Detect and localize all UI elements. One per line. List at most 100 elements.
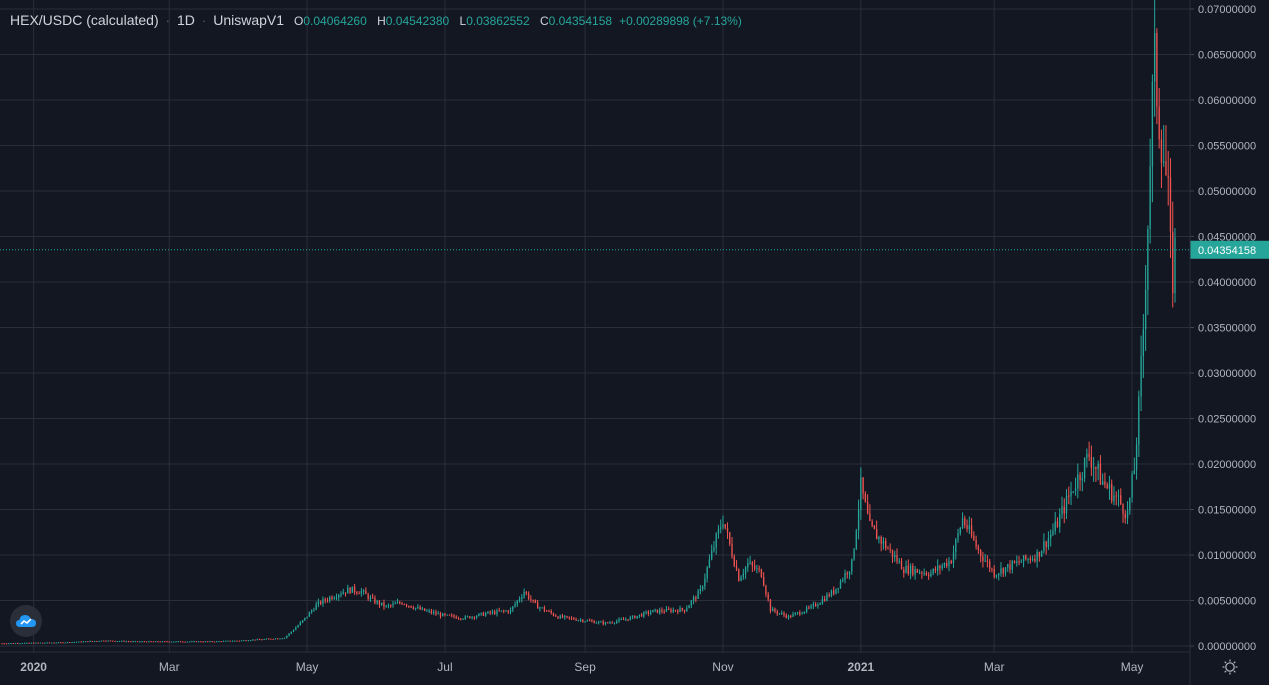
candle-up [1027, 557, 1029, 564]
candle-up [107, 640, 109, 642]
candle-body [39, 642, 42, 644]
candle-down [647, 610, 650, 617]
candle-up [387, 603, 390, 609]
candle-up [851, 558, 853, 575]
candle-body [263, 639, 265, 641]
price-axis[interactable]: 0.07000000 0.06500000 0.06000000 0.05500000… [1189, 0, 1256, 685]
candle-down [769, 598, 772, 614]
candle-body [123, 640, 125, 642]
candle-body [423, 608, 426, 611]
candle-down [378, 599, 381, 608]
candle-body [548, 611, 550, 613]
candle-body [573, 618, 575, 620]
candle-up [792, 611, 794, 618]
candle-body [64, 642, 66, 644]
candle-up [26, 642, 28, 644]
candle-body [706, 567, 708, 579]
candle-up [941, 563, 943, 571]
candle-body [955, 539, 957, 553]
candle-body [28, 642, 30, 644]
candle-down [157, 641, 159, 643]
candle-up [8, 643, 10, 645]
time-axis[interactable]: 2020 Mar May Jul Sep Nov 2021 Mar May [0, 651, 1190, 674]
candle-body [647, 611, 650, 614]
symbol-title[interactable]: HEX/USDC (calculated) [10, 12, 159, 28]
candle-up [559, 614, 561, 619]
candle-up [491, 609, 494, 615]
x-tick-label: 2021 [847, 660, 874, 674]
candle-body [299, 622, 302, 626]
candle-body [1047, 538, 1050, 548]
candle-body [134, 641, 137, 643]
candle-up [249, 640, 252, 642]
candle-up [480, 612, 482, 616]
candle-body [715, 533, 717, 548]
candle-body [1122, 504, 1124, 515]
candle-down [1099, 455, 1102, 485]
candle-body [1011, 561, 1013, 570]
candle-body [1101, 481, 1104, 485]
candle-up [692, 595, 695, 605]
candle-body [941, 565, 943, 569]
candle-up [932, 568, 934, 576]
last-price-badge [1190, 240, 1269, 259]
candle-up [1153, 0, 1156, 117]
tradingview-logo-button[interactable] [10, 605, 42, 637]
candle-up [121, 640, 123, 642]
candle-body [790, 615, 792, 617]
candle-up [1031, 555, 1034, 562]
candle-body [959, 527, 961, 534]
y-tick-label: 0.03000000 [1198, 368, 1256, 380]
candle-body [595, 622, 598, 624]
candle-body [539, 607, 541, 609]
candle-up [844, 569, 846, 584]
candle-down [87, 641, 89, 643]
candle-up [943, 562, 946, 568]
candle-body [918, 572, 921, 574]
candle-body [220, 641, 222, 643]
candle-down [1079, 471, 1081, 491]
candle-body [139, 641, 141, 643]
candle-down [607, 621, 609, 624]
candle-down [695, 595, 697, 603]
candle-up [381, 602, 383, 606]
candle-down [762, 572, 765, 587]
candle-body [173, 641, 175, 643]
interval-label[interactable]: 1D [176, 12, 195, 28]
candle-body [912, 565, 914, 575]
candle-body [618, 619, 620, 622]
candle-body [649, 612, 652, 614]
candle-body [756, 568, 758, 570]
chart-settings-button[interactable] [1220, 657, 1240, 677]
candle-up [30, 642, 33, 644]
candle-body [1038, 551, 1041, 557]
candle-body [575, 619, 577, 621]
candle-up [1138, 390, 1140, 458]
candle-up [148, 640, 150, 643]
candle-up [464, 615, 467, 621]
candle-up [433, 609, 435, 615]
candle-body [145, 641, 148, 643]
candle-body [1059, 514, 1061, 528]
candle-up [638, 614, 641, 619]
candle-up [487, 611, 489, 614]
candle-body [525, 592, 528, 594]
candle-body [494, 611, 496, 615]
candle-body [518, 598, 521, 601]
candle-body [87, 641, 89, 643]
candle-down [1090, 445, 1093, 476]
candle-up [636, 615, 638, 619]
candle-down [1009, 560, 1011, 574]
candle-body [993, 569, 995, 577]
tradingview-cloud-icon [16, 615, 36, 627]
candle-body [909, 565, 912, 574]
candle-down [833, 586, 835, 596]
candle-down [640, 612, 643, 617]
candle-body [923, 572, 925, 574]
candle-down [96, 640, 98, 642]
candle-up [937, 559, 939, 576]
candle-body [742, 573, 744, 578]
candle-body [1120, 495, 1122, 505]
